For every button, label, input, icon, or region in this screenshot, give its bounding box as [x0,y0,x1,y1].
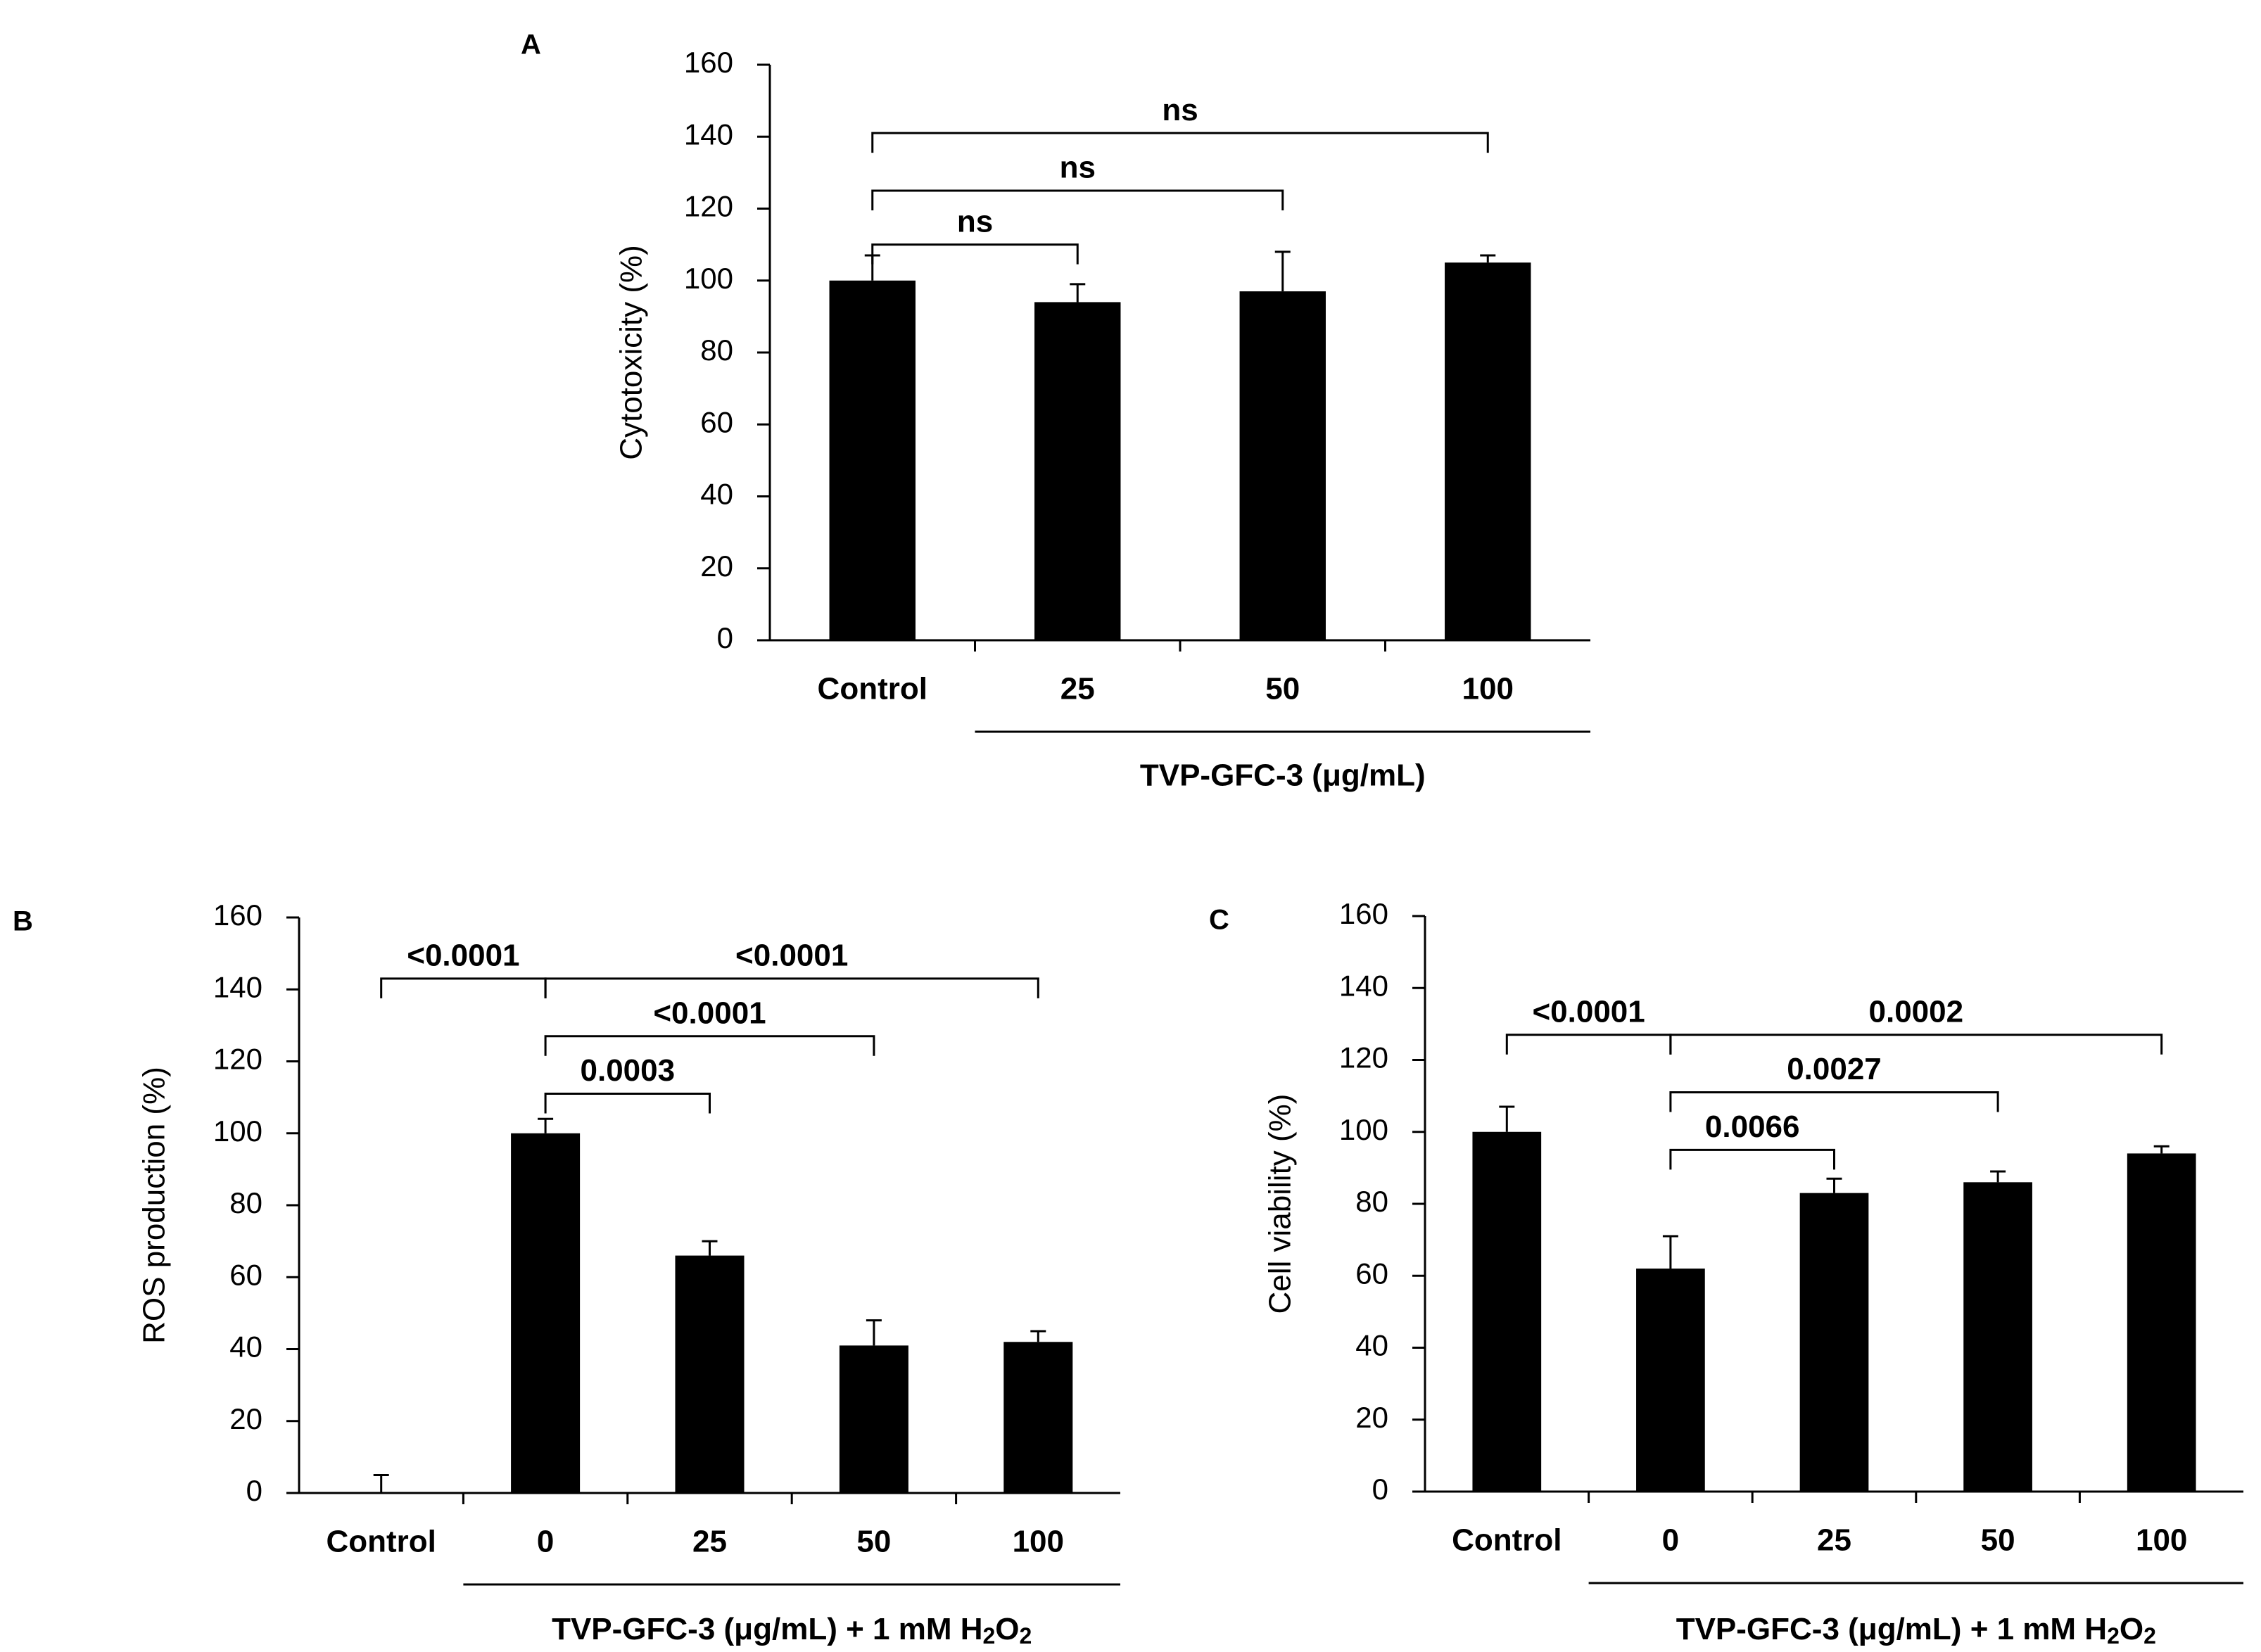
y-tick-label: 120 [684,190,733,223]
x-tick-label: 25 [1817,1523,1851,1558]
significance-bracket [544,1035,875,1056]
y-tick-label: 100 [213,1114,262,1148]
y-tick-label: 160 [684,46,733,79]
x-tick-label: Control [326,1525,436,1559]
significance-label: ns [1162,93,1198,127]
panel-c: C 0 20 40 60 80 100 120 140 160 Control 0 25 50 100 TVP… [1209,897,2243,1648]
y-tick-label: 0 [717,621,733,654]
y-tick-label: 140 [213,970,262,1003]
y-tick-label: 40 [229,1330,262,1364]
bar [511,1133,581,1493]
bar [675,1255,745,1493]
y-axis-title: Cytotoxicity (%) [614,245,649,460]
significance-label: ns [957,204,993,239]
bar [2127,1153,2196,1492]
x-tick-label: 50 [856,1525,891,1559]
significance-bracket [1669,1148,1835,1170]
x-tick-label: 50 [1981,1523,2015,1558]
y-tick-label: 20 [1355,1401,1388,1434]
y-tick-label: 20 [229,1402,262,1435]
panel-b: B 0 20 40 60 80 100 120 140 160 Control 0 25 50 100 TVP… [13,898,1120,1648]
y-tick-label: 40 [1355,1329,1388,1362]
y-axis-title: ROS production (%) [137,1067,172,1344]
significance-label: 0.0027 [1787,1052,1882,1086]
x-axis-title-main: TVP-GFC-3 (μg/mL) + 1 mM H [552,1612,982,1646]
x-axis-title-end: O [995,1612,1019,1646]
bar [1963,1182,2032,1492]
significance-bracket [544,1093,711,1114]
bar [1239,291,1326,640]
y-tick-label: 60 [1355,1257,1388,1290]
bar [1445,262,1531,640]
y-tick-label: 80 [700,333,733,367]
y-tick-label: 140 [1339,969,1388,1002]
bar [839,1345,908,1493]
panel-a: A 0 20 40 60 80 100 120 140 160 Control 25 50 100 TVP-… [521,30,1590,793]
significance-bracket [1669,1034,2163,1055]
significance-label: <0.0001 [735,939,848,973]
panel-letter: C [1209,905,1229,936]
y-tick-label: 120 [213,1043,262,1076]
y-tick-label: 80 [229,1186,262,1219]
y-tick-label: 120 [1339,1041,1388,1074]
bar [1636,1269,1705,1492]
x-tick-label: 0 [537,1525,554,1559]
x-axis-title: TVP-GFC-3 (μg/mL) [1140,758,1426,793]
significance-label: <0.0001 [653,996,766,1030]
x-axis-title-end: O [2120,1612,2143,1646]
significance-bracket [1669,1091,1999,1112]
x-tick-label: Control [818,672,927,706]
x-tick-label: 0 [1662,1523,1679,1558]
x-tick-label: 100 [1013,1525,1064,1559]
x-axis-title-subscript: 2 [982,1623,995,1648]
bar [1003,1342,1073,1493]
y-tick-label: 0 [246,1474,262,1507]
y-tick-label: 20 [700,549,733,583]
bar [829,280,916,640]
x-axis-title: TVP-GFC-3 (μg/mL) + 1 mM H2O2 [552,1612,1032,1648]
y-tick-label: 40 [700,478,733,511]
significance-bracket [871,243,1079,265]
x-axis-title-subscript: 2 [1020,1623,1032,1648]
significance-label: <0.0001 [407,939,519,973]
x-axis-title-main: TVP-GFC-3 (μg/mL) + 1 mM H [1676,1612,2107,1646]
y-tick-label: 0 [1372,1473,1388,1506]
y-tick-label: 80 [1355,1185,1388,1218]
x-tick-label: 100 [2136,1523,2187,1558]
significance-bracket [1505,1034,1672,1055]
x-tick-label: 100 [1462,672,1514,706]
y-axis-title: Cell viability (%) [1263,1094,1298,1314]
panel-letter: B [13,906,33,937]
x-axis-title: TVP-GFC-3 (μg/mL) + 1 mM H2O2 [1676,1612,2156,1648]
y-tick-label: 140 [684,117,733,151]
x-tick-label: 25 [1060,672,1095,706]
panel-letter: A [521,30,541,61]
y-tick-label: 160 [1339,897,1388,930]
significance-bracket [380,977,547,998]
y-tick-label: 100 [684,262,733,295]
x-axis-title-subscript: 2 [2107,1623,2120,1648]
significance-label: 0.0002 [1869,994,1964,1029]
bar [1472,1131,1542,1492]
y-tick-label: 60 [700,405,733,438]
bar [1034,302,1121,640]
significance-label: ns [1060,151,1096,185]
y-tick-label: 160 [213,898,262,932]
bar [1799,1193,1869,1492]
x-tick-label: 25 [692,1525,727,1559]
x-axis-title-subscript: 2 [2143,1623,2156,1648]
significance-label: 0.0003 [581,1053,676,1088]
x-tick-label: Control [1452,1523,1562,1558]
significance-bracket [871,132,1489,153]
significance-bracket [544,977,1039,998]
significance-label: 0.0066 [1705,1110,1800,1144]
y-tick-label: 100 [1339,1113,1388,1146]
x-tick-label: 50 [1265,672,1300,706]
significance-label: <0.0001 [1532,994,1645,1029]
y-tick-label: 60 [229,1258,262,1291]
significance-bracket [871,189,1284,210]
